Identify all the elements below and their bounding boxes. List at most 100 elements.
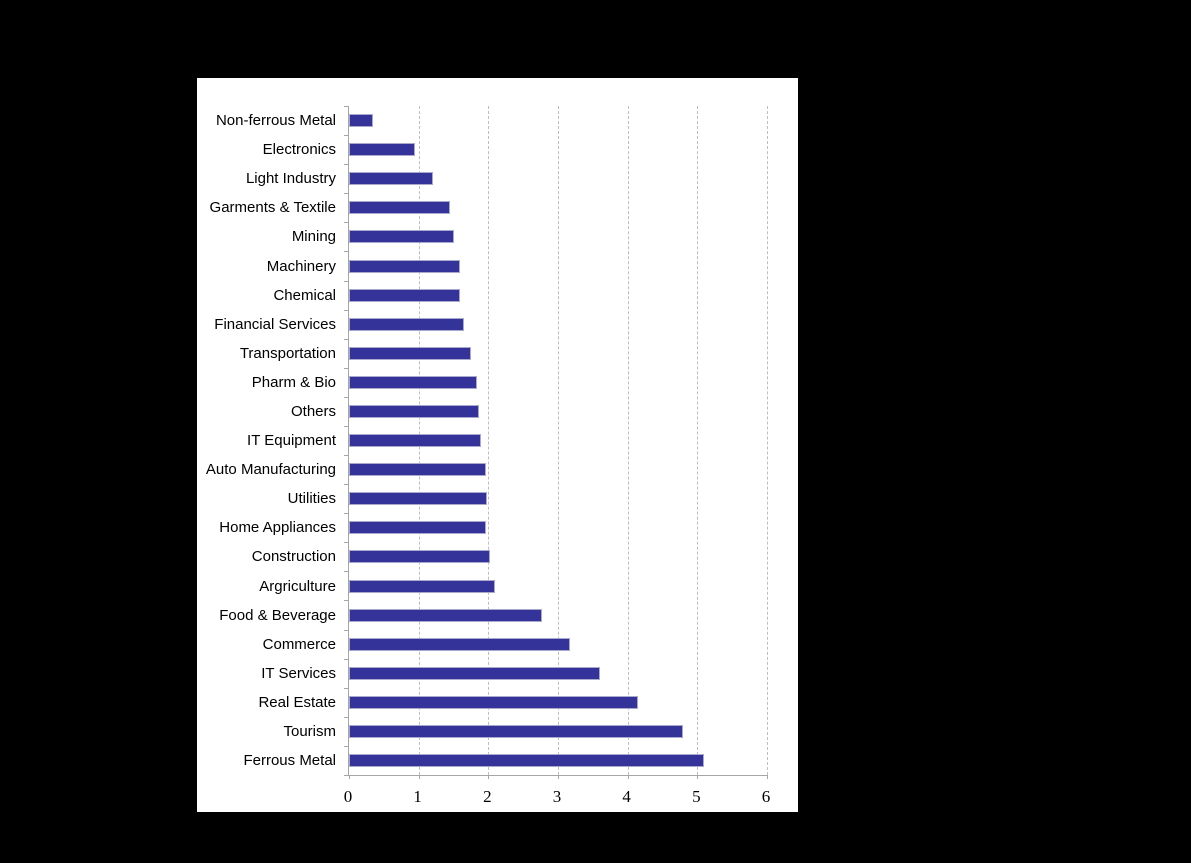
category-label: Others [290, 402, 336, 420]
category-label: Machinery [266, 257, 336, 275]
bar [349, 608, 542, 622]
chart-row [349, 688, 767, 717]
chart-row [349, 542, 767, 571]
x-axis-tick [488, 775, 490, 779]
chart-row [349, 368, 767, 397]
bar-rows [349, 106, 767, 775]
bar [349, 346, 471, 360]
category-label: Pharm & Bio [251, 373, 336, 391]
y-axis-tick [344, 193, 348, 195]
x-axis-tick-label: 4 [622, 787, 631, 806]
category-label: Construction [251, 548, 336, 566]
y-axis-tick [344, 775, 348, 776]
y-axis-tick [344, 425, 348, 427]
bar-chart-panel: Non-ferrous Metal Electronics Light Indust… [197, 78, 798, 812]
category-label: Utilities [287, 490, 336, 508]
x-axis-tick-labels: 0 1 2 3 4 5 6 [344, 787, 771, 810]
y-axis-tick [344, 687, 348, 689]
y-axis-tick [344, 658, 348, 660]
y-axis-tick [344, 280, 348, 282]
y-axis-tick [344, 106, 348, 107]
bar [349, 695, 639, 709]
chart-row [349, 339, 767, 368]
chart-row [349, 310, 767, 339]
bar [349, 521, 487, 535]
y-axis-tick [344, 513, 348, 515]
category-label: IT Equipment [247, 432, 336, 450]
category-label: Light Industry [245, 170, 336, 188]
y-axis-tick [344, 164, 348, 166]
x-axis-tick [627, 775, 629, 779]
gridline [627, 106, 629, 775]
category-label: Food & Beverage [219, 606, 336, 624]
category-label: Tourism [283, 723, 336, 741]
category-label: Home Appliances [219, 519, 336, 537]
bar [349, 550, 491, 564]
y-axis-tick [344, 542, 348, 544]
bar [349, 434, 482, 448]
y-axis-tick [344, 455, 348, 457]
gridline [697, 106, 699, 775]
category-label: Auto Manufacturing [205, 461, 336, 479]
category-label: Transportation [239, 344, 336, 362]
chart-row [349, 426, 767, 455]
y-axis-tick [344, 222, 348, 224]
chart-row [349, 717, 767, 746]
chart-row [349, 397, 767, 426]
category-label: IT Services [261, 664, 336, 682]
bar [349, 288, 461, 302]
chart-row [349, 746, 767, 775]
x-axis-tick-label: 2 [483, 787, 492, 806]
category-label: Chemical [273, 286, 336, 304]
gridline [558, 106, 559, 775]
y-axis-tick [344, 309, 348, 311]
chart-row [349, 106, 767, 135]
x-axis-tick-label: 1 [413, 787, 422, 806]
y-axis-tick [344, 629, 348, 631]
chart-row [349, 601, 767, 630]
y-axis-tick [344, 367, 348, 369]
bar [349, 114, 374, 128]
x-axis-tick-label: 6 [761, 787, 771, 806]
chart-row [349, 222, 767, 251]
x-axis-tick [418, 775, 420, 779]
bar [349, 143, 416, 157]
category-label: Ferrous Metal [243, 752, 336, 770]
category-label: Mining [291, 228, 336, 246]
x-axis-tick-label: 5 [692, 787, 701, 806]
plot-area [344, 106, 768, 779]
y-axis-tick [344, 484, 348, 486]
chart-row [349, 135, 767, 164]
bar [349, 404, 479, 418]
category-label: Financial Services [214, 315, 336, 333]
chart-row [349, 513, 767, 542]
bar [349, 375, 478, 389]
x-axis-tick-label: 3 [552, 787, 562, 806]
bar [349, 259, 461, 273]
chart-row [349, 193, 767, 222]
bar [349, 172, 433, 186]
category-label: Garments & Textile [209, 199, 336, 217]
category-axis-labels: Non-ferrous Metal Electronics Light Indust… [197, 106, 336, 775]
y-axis-tick [344, 135, 348, 137]
x-axis-tick [558, 775, 559, 779]
y-axis-tick [344, 338, 348, 340]
y-axis-tick [344, 600, 348, 602]
x-axis-tick-label: 0 [343, 787, 353, 806]
bar [349, 666, 600, 680]
bar [349, 637, 570, 651]
category-label: Commerce [262, 635, 336, 653]
category-label: Electronics [262, 141, 336, 159]
y-axis-tick [344, 396, 348, 398]
bar [349, 579, 496, 593]
bar [349, 492, 487, 506]
bar [349, 230, 454, 244]
category-label: Argriculture [259, 577, 336, 595]
chart-row [349, 484, 767, 513]
bar [349, 725, 684, 739]
chart-row [349, 164, 767, 193]
chart-row [349, 455, 767, 484]
chart-row [349, 281, 767, 310]
bar [349, 754, 705, 768]
